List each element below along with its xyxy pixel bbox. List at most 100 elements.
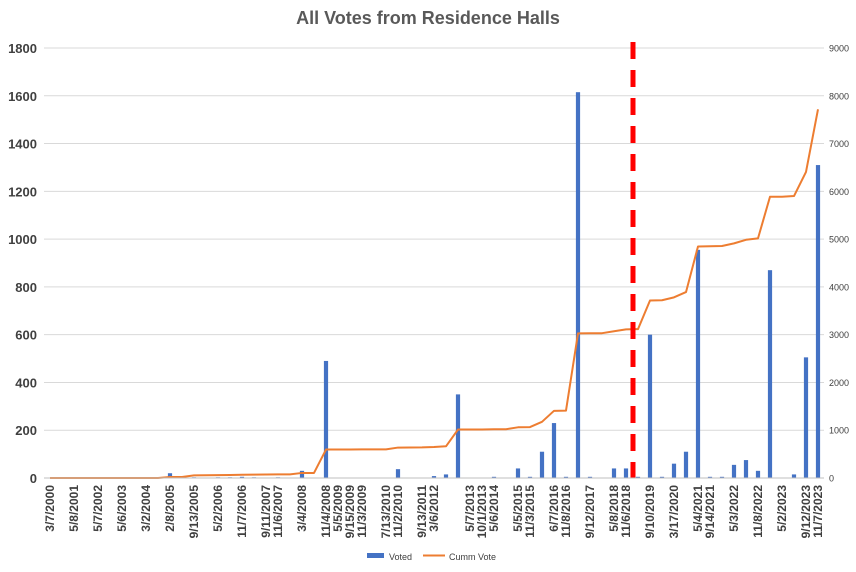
gridlines [44, 47, 824, 431]
x-tick-label: 5/5/2009 [331, 485, 345, 532]
bar-voted [683, 451, 689, 478]
bar-voted [719, 476, 725, 478]
bar-voted [767, 270, 773, 478]
y-left-tick-label: 0 [30, 471, 37, 486]
bar-voted [539, 451, 545, 478]
bar-voted [611, 468, 617, 478]
bar-voted [443, 474, 449, 478]
bar-voted [671, 463, 677, 478]
x-tick-label: 9/10/2019 [643, 485, 657, 539]
y-right-tick-label: 7000 [829, 139, 849, 149]
bar-voted [431, 476, 437, 478]
bar-voted [491, 476, 497, 478]
x-tick-label: 11/3/2009 [355, 485, 369, 538]
x-tick-label: 11/2/2010 [391, 485, 405, 538]
y-right-tick-label: 4000 [829, 282, 849, 292]
y-left-tick-label: 1800 [8, 41, 37, 56]
y-left-tick-label: 1400 [8, 137, 37, 152]
bar-voted [755, 470, 761, 478]
x-tick-label: 11/3/2015 [523, 485, 537, 538]
bar-voted [803, 357, 809, 478]
y-left-tick-label: 1000 [8, 232, 37, 247]
bar-voted [695, 249, 701, 478]
x-tick-label: 5/2/2023 [775, 485, 789, 532]
x-tick-label: 3/2/2004 [139, 485, 153, 532]
x-tick-label: 11/8/2016 [559, 485, 573, 538]
x-tick-label: 5/6/2014 [487, 485, 501, 532]
y-right-tick-label: 1000 [829, 426, 849, 436]
x-tick-label: 9/13/2011 [415, 485, 429, 538]
x-tick-label: 9/12/2017 [583, 485, 597, 539]
bar-voted [323, 360, 329, 478]
y-right-tick-label: 3000 [829, 330, 849, 340]
bar-voted [815, 165, 821, 478]
chart-title: All Votes from Residence Halls [296, 8, 560, 28]
bar-voted [239, 476, 245, 478]
bar-voted [527, 476, 533, 478]
x-tick-label: 5/8/2018 [607, 485, 621, 532]
y-right-tick-label: 0 [829, 474, 834, 484]
x-tick-label: 2/8/2005 [163, 485, 177, 532]
x-tick-label: 5/7/2002 [91, 485, 105, 532]
y-right-tick-label: 5000 [829, 235, 849, 245]
y-right-tick-label: 6000 [829, 187, 849, 197]
bar-voted [791, 474, 797, 478]
x-tick-label: 11/7/2006 [235, 485, 249, 538]
bar-voted [635, 476, 641, 478]
bar-voted [167, 473, 173, 478]
cumm-vote-line [50, 109, 819, 479]
y-right-tick-label: 8000 [829, 91, 849, 101]
x-tick-label: 5/6/2003 [115, 485, 129, 532]
bar-voted [647, 334, 653, 478]
voted-bars [167, 92, 821, 478]
x-tick-label: 3/6/2012 [427, 485, 441, 532]
x-tick-label: 3/17/2020 [667, 485, 681, 539]
y-left-tick-label: 600 [15, 328, 37, 343]
y-left-tick-label: 400 [15, 375, 37, 390]
x-tick-label: 5/7/2013 [463, 485, 477, 532]
x-tick-label: 11/6/2018 [619, 485, 633, 538]
x-tick-label: 5/3/2022 [727, 485, 741, 532]
y-right-tick-label: 9000 [829, 44, 849, 54]
bar-voted [743, 460, 749, 478]
x-tick-label: 6/7/2016 [547, 485, 561, 532]
legend-swatch-voted [367, 553, 384, 558]
x-tick-label: 9/12/2023 [799, 485, 813, 539]
x-tick-label: 5/5/2015 [511, 485, 525, 532]
x-tick-label: 5/8/2001 [67, 485, 81, 532]
bar-voted [395, 469, 401, 478]
y-right-tick-label: 2000 [829, 378, 849, 388]
legend: Voted Cumm Vote [367, 552, 496, 562]
bar-voted [575, 92, 581, 478]
bar-voted [299, 470, 305, 478]
bar-voted [623, 468, 629, 478]
x-tick-label: 11/6/2007 [271, 485, 285, 538]
x-tick-label: 5/2/2006 [211, 485, 225, 532]
x-tick-label: 9/14/2021 [703, 485, 717, 539]
bar-voted [707, 476, 713, 478]
bar-voted [455, 394, 461, 478]
x-tick-label: 9/15/2009 [343, 485, 357, 539]
bar-voted [563, 476, 569, 478]
axes: 0 200 400 600 800 1000 1200 1400 1600 1800 0 1000 20… [8, 41, 849, 538]
x-tick-label: 11/8/2022 [751, 485, 765, 538]
line-cumm-vote [50, 109, 819, 479]
x-tick-label: 3/4/2008 [295, 485, 309, 532]
x-tick-label: 10/1/2013 [475, 485, 489, 539]
bar-voted [731, 464, 737, 478]
y-left-tick-label: 800 [15, 280, 37, 295]
x-tick-label: 3/7/2000 [43, 485, 57, 532]
legend-label-voted: Voted [389, 552, 412, 562]
bar-voted [659, 476, 665, 478]
x-tick-label: 5/4/2021 [691, 485, 705, 532]
y-left-tick-label: 1200 [8, 184, 37, 199]
x-tick-label: 11/7/2023 [811, 485, 825, 538]
x-tick-label: 11/4/2008 [319, 485, 333, 538]
x-tick-label: 9/11/2007 [259, 485, 273, 538]
y-left-tick-label: 200 [15, 423, 37, 438]
bar-voted [515, 468, 521, 478]
x-tick-label: 7/13/2010 [379, 485, 393, 539]
legend-label-cumm-vote: Cumm Vote [449, 552, 496, 562]
bar-voted [587, 476, 593, 478]
